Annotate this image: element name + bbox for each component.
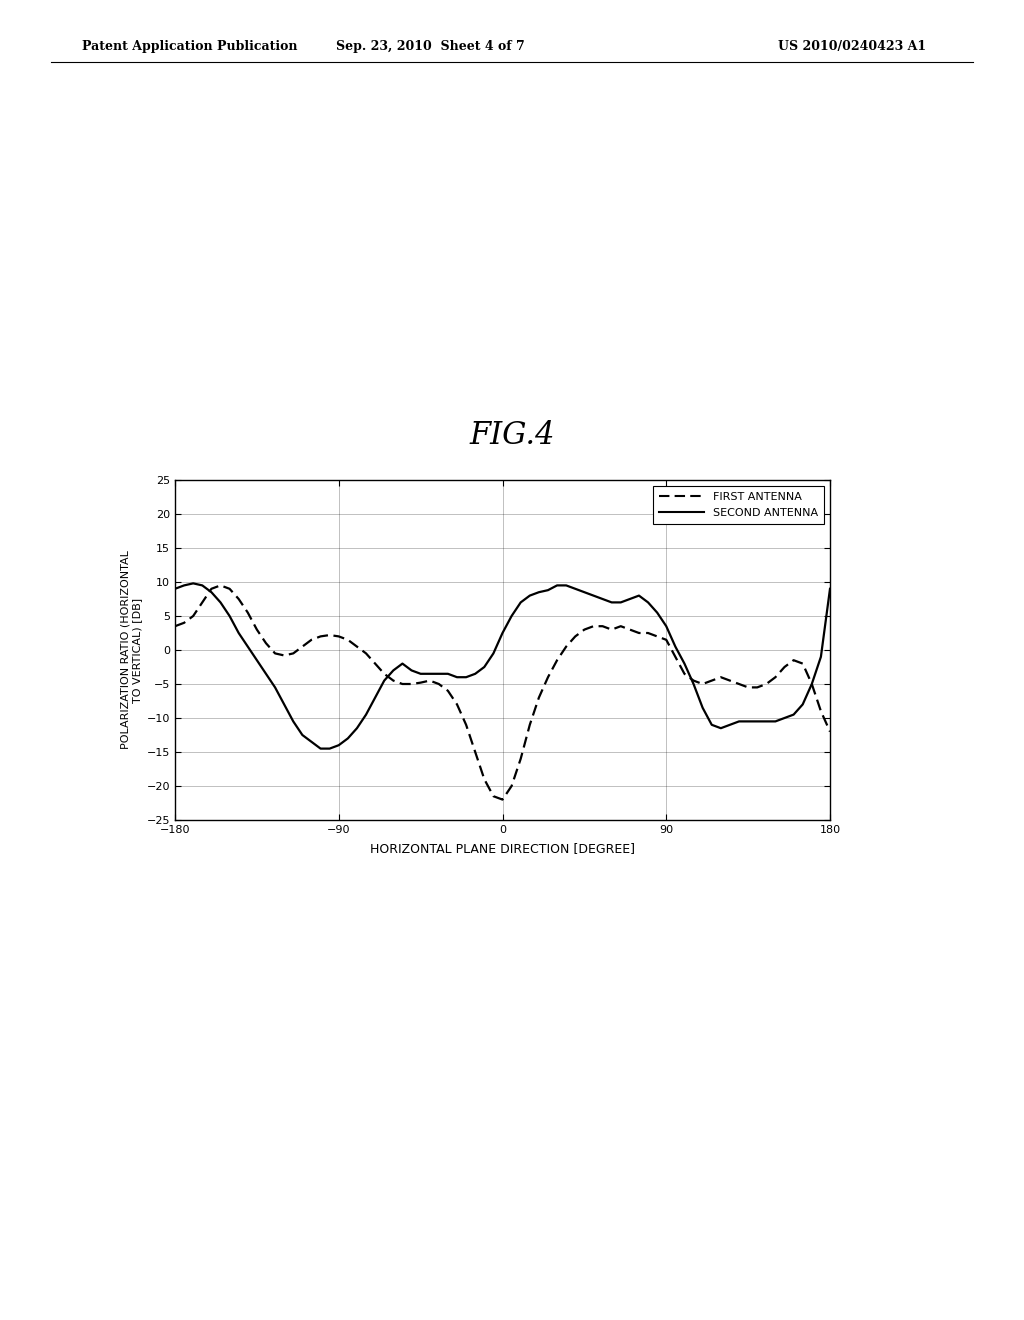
Text: Sep. 23, 2010  Sheet 4 of 7: Sep. 23, 2010 Sheet 4 of 7 <box>336 40 524 53</box>
Text: FIG.4: FIG.4 <box>469 420 555 450</box>
Text: US 2010/0240423 A1: US 2010/0240423 A1 <box>778 40 927 53</box>
X-axis label: HORIZONTAL PLANE DIRECTION [DEGREE]: HORIZONTAL PLANE DIRECTION [DEGREE] <box>370 842 635 855</box>
Y-axis label: POLARIZATION RATIO (HORIZONTAL
TO VERTICAL) [DB]: POLARIZATION RATIO (HORIZONTAL TO VERTIC… <box>121 550 142 750</box>
Legend: FIRST ANTENNA, SECOND ANTENNA: FIRST ANTENNA, SECOND ANTENNA <box>652 486 824 524</box>
Text: Patent Application Publication: Patent Application Publication <box>82 40 297 53</box>
